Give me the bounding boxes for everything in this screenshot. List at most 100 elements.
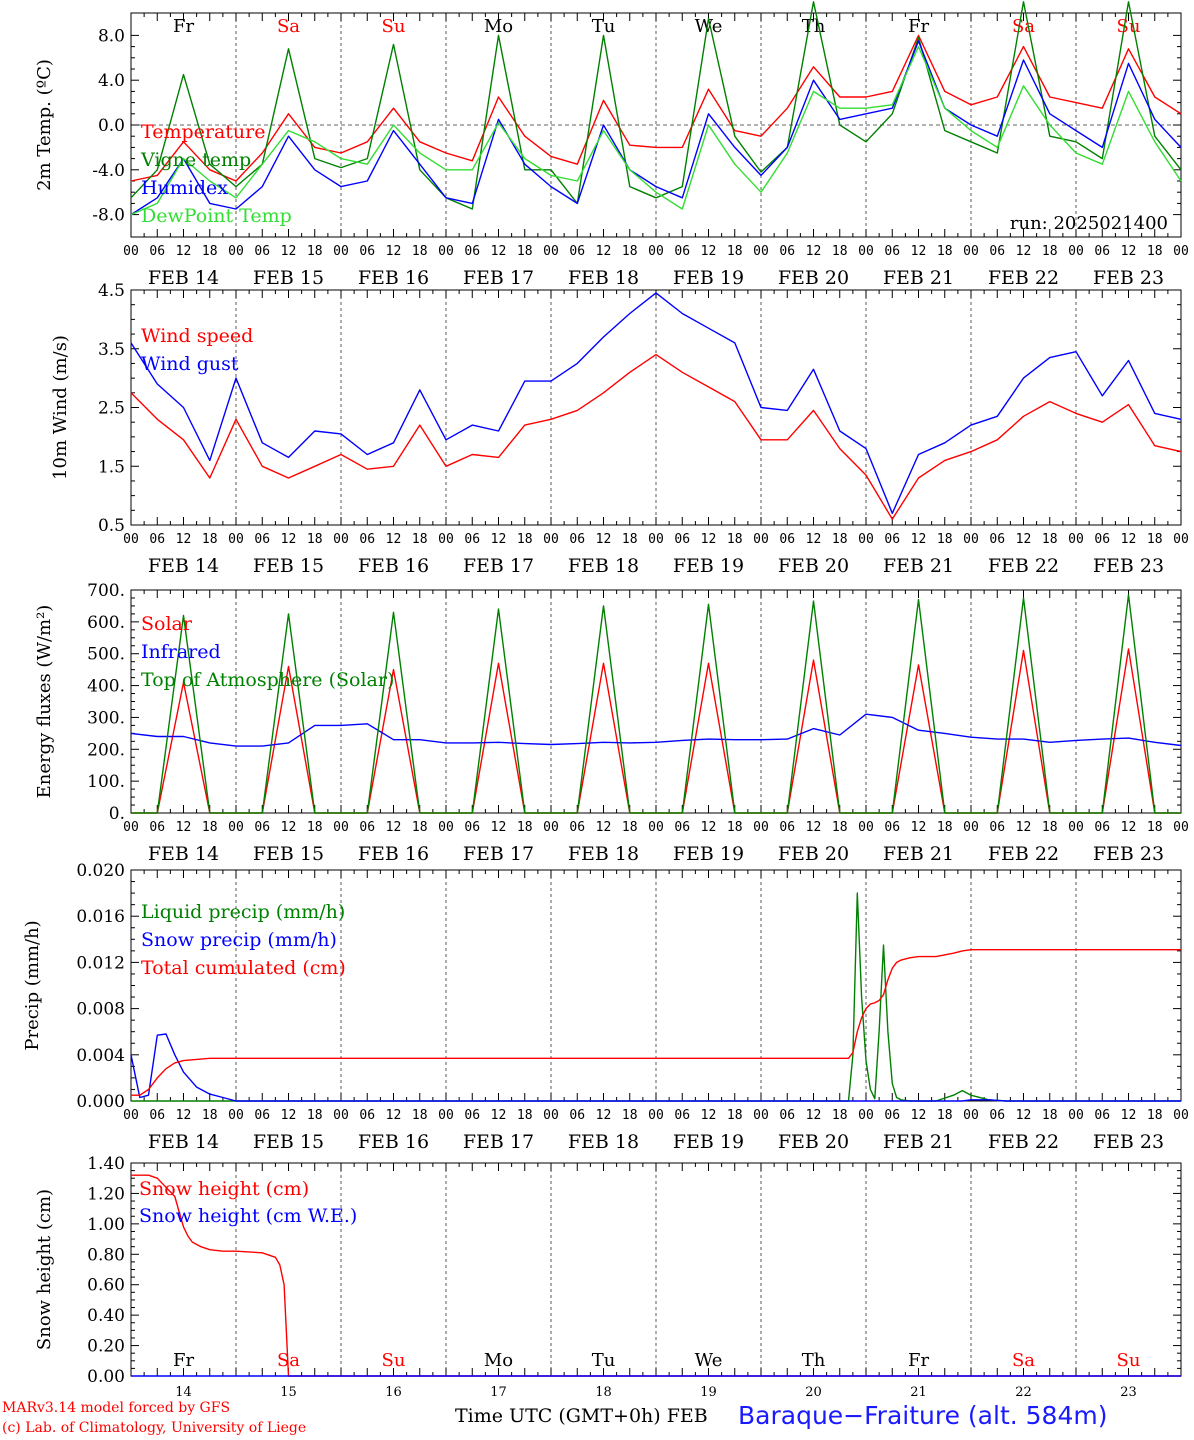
hour-tick-label: 06 xyxy=(464,532,480,547)
y-tick-label: 1.40 xyxy=(87,1154,125,1174)
hour-tick-label: 12 xyxy=(281,1108,297,1123)
hour-tick-label: 06 xyxy=(884,1108,900,1123)
plot-frame xyxy=(130,589,1182,814)
chart-panel-1: -8.0 -4.0 0.0 4.0 8.0 2m Temp. (ºC) 00 06 12 18 00… xyxy=(34,1,1189,289)
series-line-liquid-precip-mm-h xyxy=(131,892,1181,1102)
hour-tick-label: 00 xyxy=(123,1108,139,1123)
hour-tick-label: 12 xyxy=(491,1108,507,1123)
hour-tick-label: 00 xyxy=(963,244,979,259)
hour-tick-label: 06 xyxy=(989,1108,1005,1123)
date-label: FEB 17 xyxy=(463,843,534,865)
hour-tick-label: 00 xyxy=(1068,532,1084,547)
hour-tick-label: 18 xyxy=(412,532,428,547)
date-label: FEB 15 xyxy=(253,267,324,289)
hour-tick-label: 00 xyxy=(648,820,664,835)
weekday-label: Th xyxy=(802,16,826,37)
hour-tick-label: 00 xyxy=(438,532,454,547)
hour-tick-label: 18 xyxy=(412,244,428,259)
hour-tick-label: 12 xyxy=(806,820,822,835)
date-label: FEB 16 xyxy=(358,555,429,577)
date-label: FEB 17 xyxy=(463,1131,534,1153)
station-title: Baraque−Fraiture (alt. 584m) xyxy=(738,1401,1108,1430)
time-axis-label: Time UTC (GMT+0h) FEB xyxy=(455,1405,708,1427)
hour-tick-label: 00 xyxy=(1068,820,1084,835)
hour-tick-label: 06 xyxy=(989,244,1005,259)
hour-tick-label: 06 xyxy=(674,820,690,835)
hour-tick-label: 12 xyxy=(701,1108,717,1123)
day-number-label: 20 xyxy=(805,1385,822,1400)
hour-tick-label: 00 xyxy=(123,244,139,259)
hour-tick-label: 00 xyxy=(438,820,454,835)
hour-tick-label: 12 xyxy=(491,532,507,547)
hour-tick-label: 06 xyxy=(884,244,900,259)
hour-tick-label: 00 xyxy=(438,1108,454,1123)
hour-tick-label: 00 xyxy=(753,532,769,547)
hour-tick-label: 12 xyxy=(1016,532,1032,547)
hour-tick-label: 06 xyxy=(359,820,375,835)
hour-tick-label: 12 xyxy=(1121,244,1137,259)
y-axis-label: Snow height (cm) xyxy=(34,1189,55,1350)
weekday-label: Tu xyxy=(592,1350,616,1371)
legend-entry: Solar xyxy=(141,613,193,635)
hour-tick-label: 06 xyxy=(149,1108,165,1123)
hour-tick-label: 06 xyxy=(674,244,690,259)
hour-tick-label: 00 xyxy=(1173,1108,1189,1123)
y-tick-label: 0. xyxy=(109,804,125,824)
hour-tick-label: 06 xyxy=(254,1108,270,1123)
weekday-label: Sa xyxy=(1012,1350,1035,1371)
weekday-label: Su xyxy=(382,1350,406,1371)
hour-tick-label: 18 xyxy=(307,1108,323,1123)
date-label: FEB 20 xyxy=(778,267,849,289)
date-label: FEB 23 xyxy=(1093,1131,1164,1153)
hour-tick-label: 06 xyxy=(779,820,795,835)
hour-tick-label: 18 xyxy=(1147,532,1163,547)
series-line-humidex xyxy=(130,40,1182,216)
hour-tick-label: 18 xyxy=(412,1108,428,1123)
hour-tick-label: 12 xyxy=(386,820,402,835)
series-line-total-cumulated-cm xyxy=(131,949,1181,1096)
date-label: FEB 14 xyxy=(148,555,219,577)
y-tick-label: 1.20 xyxy=(87,1184,125,1204)
date-label: FEB 14 xyxy=(148,267,219,289)
series-line-dewpoint-temp xyxy=(130,45,1182,216)
y-tick-label: 0.20 xyxy=(87,1337,125,1357)
date-label: FEB 15 xyxy=(253,1131,324,1153)
hour-tick-label: 18 xyxy=(307,820,323,835)
y-tick-label: 0.40 xyxy=(87,1306,125,1326)
y-tick-label: 0.000 xyxy=(76,1092,125,1112)
hour-tick-label: 00 xyxy=(228,820,244,835)
hour-tick-label: 18 xyxy=(937,1108,953,1123)
y-tick-label: 0.012 xyxy=(76,953,125,973)
hour-tick-label: 18 xyxy=(727,532,743,547)
date-label: FEB 22 xyxy=(988,1131,1059,1153)
date-label: FEB 18 xyxy=(568,843,639,865)
hour-tick-label: 00 xyxy=(963,1108,979,1123)
legend-entry: Snow precip (mm/h) xyxy=(141,929,337,951)
hour-tick-label: 12 xyxy=(176,244,192,259)
date-label: FEB 22 xyxy=(988,555,1059,577)
hour-tick-label: 12 xyxy=(596,1108,612,1123)
date-label: FEB 21 xyxy=(883,267,954,289)
hour-tick-label: 12 xyxy=(911,820,927,835)
hour-tick-label: 12 xyxy=(596,532,612,547)
hour-tick-label: 06 xyxy=(779,244,795,259)
weekday-label: Su xyxy=(1117,16,1141,37)
series-line-temperature xyxy=(130,34,1182,182)
y-tick-label: 0.020 xyxy=(76,861,125,881)
legend-entry: Snow height (cm W.E.) xyxy=(139,1205,357,1227)
hour-tick-label: 12 xyxy=(1016,244,1032,259)
y-tick-label: 0.60 xyxy=(87,1276,125,1296)
hour-tick-label: 12 xyxy=(176,1108,192,1123)
hour-tick-label: 12 xyxy=(701,820,717,835)
date-label: FEB 22 xyxy=(988,267,1059,289)
hour-tick-label: 18 xyxy=(1042,244,1058,259)
hour-tick-label: 06 xyxy=(254,532,270,547)
chart-panel-3: 0. 100. 200. 300. 400. 500. 600. 700. Energy flu… xyxy=(34,581,1189,865)
date-label: FEB 21 xyxy=(883,843,954,865)
y-tick-label: 4.5 xyxy=(98,281,125,301)
weekday-label: Fr xyxy=(908,1350,929,1371)
weekday-label: We xyxy=(695,1350,723,1371)
hour-tick-label: 00 xyxy=(333,820,349,835)
hour-tick-label: 00 xyxy=(228,1108,244,1123)
hour-tick-label: 18 xyxy=(937,532,953,547)
